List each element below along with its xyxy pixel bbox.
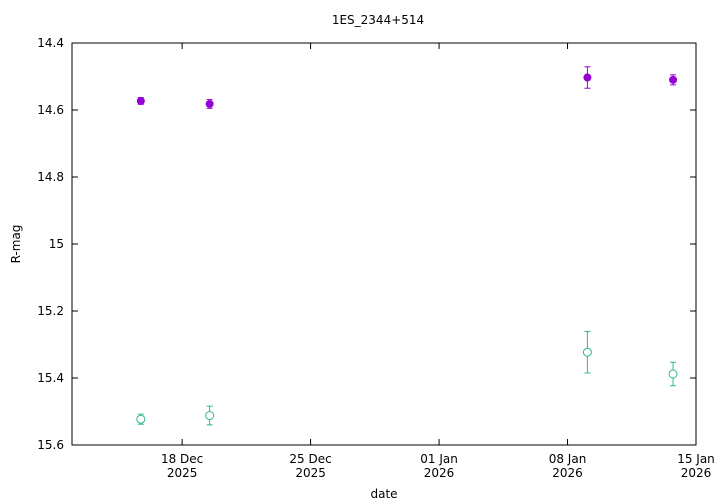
- x-tick-label: 18 Dec: [161, 452, 203, 466]
- y-axis-ticks: 14.4 14.6 14.8 15 15.2 15.4 15.6: [37, 36, 696, 452]
- y-tick-label: 14.6: [37, 103, 64, 117]
- x-tick-label: 25 Dec: [289, 452, 331, 466]
- data-point-series-2: [136, 414, 146, 424]
- plot-frame: [71, 42, 697, 446]
- x-tick-label: 01 Jan: [420, 452, 458, 466]
- x-tick-label: 15 Jan: [677, 452, 715, 466]
- x-tick-label-year: 2025: [167, 466, 198, 480]
- y-tick-label: 15.6: [37, 438, 64, 452]
- y-axis-label: R-mag: [9, 225, 23, 264]
- data-point-series-2: [668, 369, 678, 379]
- x-tick-label-year: 2026: [681, 466, 712, 480]
- data-point-series-2: [205, 411, 215, 421]
- chart-title: 1ES_2344+514: [332, 13, 424, 27]
- y-tick-label: 15: [49, 237, 64, 251]
- data-point-series-1: [205, 99, 214, 108]
- data-point-series-2: [582, 347, 592, 357]
- data-point-series-1: [136, 96, 145, 105]
- x-tick-label-year: 2025: [295, 466, 326, 480]
- data-point-series-1: [583, 73, 592, 82]
- y-tick-label: 14.4: [37, 36, 64, 50]
- x-tick-label: 08 Jan: [549, 452, 587, 466]
- x-axis-label: date: [370, 487, 397, 501]
- x-tick-label-year: 2026: [552, 466, 583, 480]
- data-point-series-1: [669, 75, 678, 84]
- x-tick-label-year: 2026: [424, 466, 455, 480]
- y-tick-label: 14.8: [37, 170, 64, 184]
- data-marks: [136, 66, 678, 426]
- y-tick-label: 15.4: [37, 371, 64, 385]
- y-tick-label: 15.2: [37, 304, 64, 318]
